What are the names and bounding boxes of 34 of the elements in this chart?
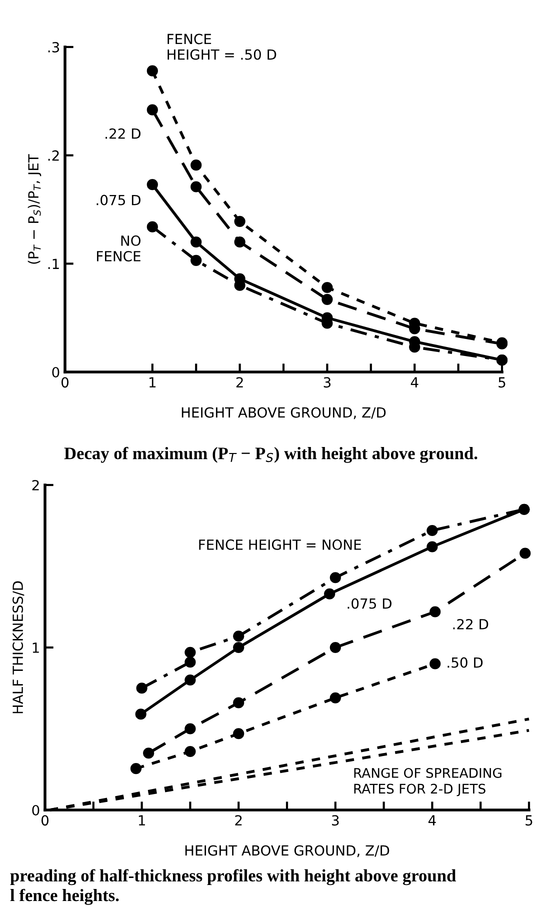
series-label: .22 D: [453, 618, 488, 630]
series-label: .50 D: [448, 657, 483, 668]
x-tick-label: 4: [428, 815, 436, 826]
y-tick-label: 0: [32, 804, 40, 816]
series-label: FENCE HEIGHT = .50 D: [168, 34, 276, 60]
series-label: .075 D: [348, 598, 392, 609]
series-label: .22 D: [106, 128, 140, 139]
y-tick-label: .2: [48, 150, 59, 161]
text: Decay of maximum (P$_{T}$ − P$_{S}$) with height above ground.: [64, 446, 478, 463]
x-tick-label: 4: [410, 377, 418, 388]
x-tick-label: 3: [332, 815, 339, 826]
x-axis-title: HEIGHT ABOVE GROUND, Z/D: [182, 407, 386, 420]
text: preading of half-thickness profiles with height above ground l fence heights.: [10, 869, 456, 905]
x-tick-label: 0: [41, 815, 48, 826]
series-label: .075 D: [96, 194, 140, 206]
y-tick-label: .1: [48, 258, 59, 269]
annotation: RANGE OF SPREADING RATES FOR 2-D JETS: [354, 768, 502, 796]
series-label: FENCE HEIGHT = NONE: [199, 539, 361, 550]
y-tick-label: .3: [48, 42, 60, 52]
x-tick-label: 5: [526, 815, 532, 826]
series-label: NO FENCE: [97, 235, 141, 262]
y-tick-label: 1: [32, 642, 39, 653]
x-tick-label: 3: [324, 377, 331, 388]
y-tick-label: 0: [52, 366, 60, 378]
y-tick-label: 2: [32, 480, 39, 490]
x-tick-label: 1: [138, 815, 145, 826]
x-tick-label: 2: [236, 377, 243, 388]
x-tick-label: 1: [150, 377, 156, 388]
y-axis-title: (P$_{T}$ − P$_{S}$)/P$_{T}$, JET: [28, 154, 42, 264]
y-axis-title: HALF THICKNESS/D: [12, 581, 24, 714]
x-tick-label: 2: [235, 815, 242, 826]
x-axis-title: HEIGHT ABOVE GROUND, Z/D: [185, 845, 390, 858]
x-tick-label: 5: [498, 377, 506, 388]
x-tick-label: 0: [61, 377, 68, 388]
